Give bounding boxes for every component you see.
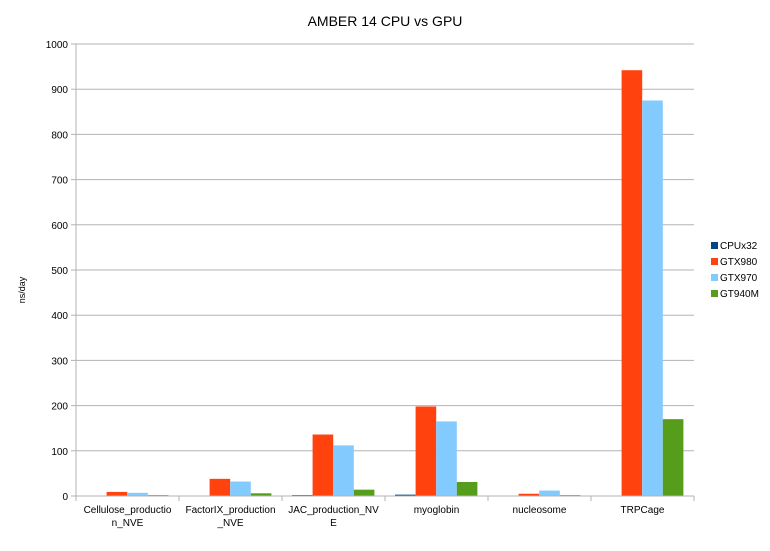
legend-swatch xyxy=(711,258,718,265)
y-tick-label: 700 xyxy=(51,176,68,187)
bar xyxy=(230,481,251,496)
legend-label: GTX980 xyxy=(720,257,758,268)
y-tick-label: 800 xyxy=(51,130,68,141)
bar xyxy=(127,492,148,496)
legend-label: GT940M xyxy=(720,289,759,300)
bar xyxy=(209,478,231,496)
category-label-line: nucleosome xyxy=(513,505,567,516)
y-tick-label: 600 xyxy=(51,221,68,232)
bar xyxy=(621,70,643,496)
y-tick-labels: 0 100 200 300 400 500 600 700 800 900 1000 xyxy=(46,40,69,503)
bar xyxy=(456,481,478,496)
y-tick-label: 1000 xyxy=(46,40,69,51)
category-label: Cellulose_productio n_NVE xyxy=(84,505,172,529)
legend-swatch xyxy=(711,290,718,297)
category-label-line: n_NVE xyxy=(112,518,144,529)
category-label-line: _NVE xyxy=(216,518,243,529)
bar xyxy=(518,493,540,496)
y-tick-label: 900 xyxy=(51,85,68,96)
legend-label: CPUx32 xyxy=(720,241,758,252)
bar xyxy=(415,406,437,496)
bar xyxy=(539,490,560,496)
y-axis-label: ns/day xyxy=(17,276,27,303)
chart-title: AMBER 14 CPU vs GPU xyxy=(308,13,463,29)
y-tick-label: 200 xyxy=(51,402,68,413)
category-label: TRPCage xyxy=(621,505,665,516)
legend-label: GTX970 xyxy=(720,273,758,284)
legend-swatch xyxy=(711,242,718,249)
category-label: JAC_production_NV E xyxy=(288,505,379,529)
category-label-line: FactorIX_production xyxy=(185,505,275,516)
gridlines xyxy=(71,43,694,497)
y-tick-label: 0 xyxy=(62,492,68,503)
category-label: nucleosome xyxy=(513,505,567,516)
category-label: FactorIX_production _NVE xyxy=(185,505,275,529)
category-label-line: myoglobin xyxy=(414,505,460,516)
y-tick-label: 400 xyxy=(51,311,68,322)
bar xyxy=(106,491,128,496)
y-tick-label: 300 xyxy=(51,356,68,367)
bar xyxy=(250,493,272,496)
legend-swatch xyxy=(711,274,718,281)
category-label-line: TRPCage xyxy=(621,505,665,516)
axes xyxy=(75,44,695,501)
category-label: myoglobin xyxy=(414,505,460,516)
bar xyxy=(353,489,375,496)
category-label-line: JAC_production_NV xyxy=(288,505,379,516)
y-tick-label: 100 xyxy=(51,447,68,458)
bar xyxy=(436,421,457,496)
category-labels: Cellulose_productio n_NVE FactorIX_product… xyxy=(84,505,665,529)
bar xyxy=(312,434,334,496)
y-tick-label: 500 xyxy=(51,266,68,277)
legend: CPUx32 GTX980 GTX970 GT940M xyxy=(711,241,759,300)
bar xyxy=(642,100,663,496)
bar xyxy=(395,494,416,496)
bar xyxy=(333,445,354,496)
bar xyxy=(662,419,684,496)
category-label-line: Cellulose_productio xyxy=(84,505,172,516)
category-label-line: E xyxy=(330,518,337,529)
